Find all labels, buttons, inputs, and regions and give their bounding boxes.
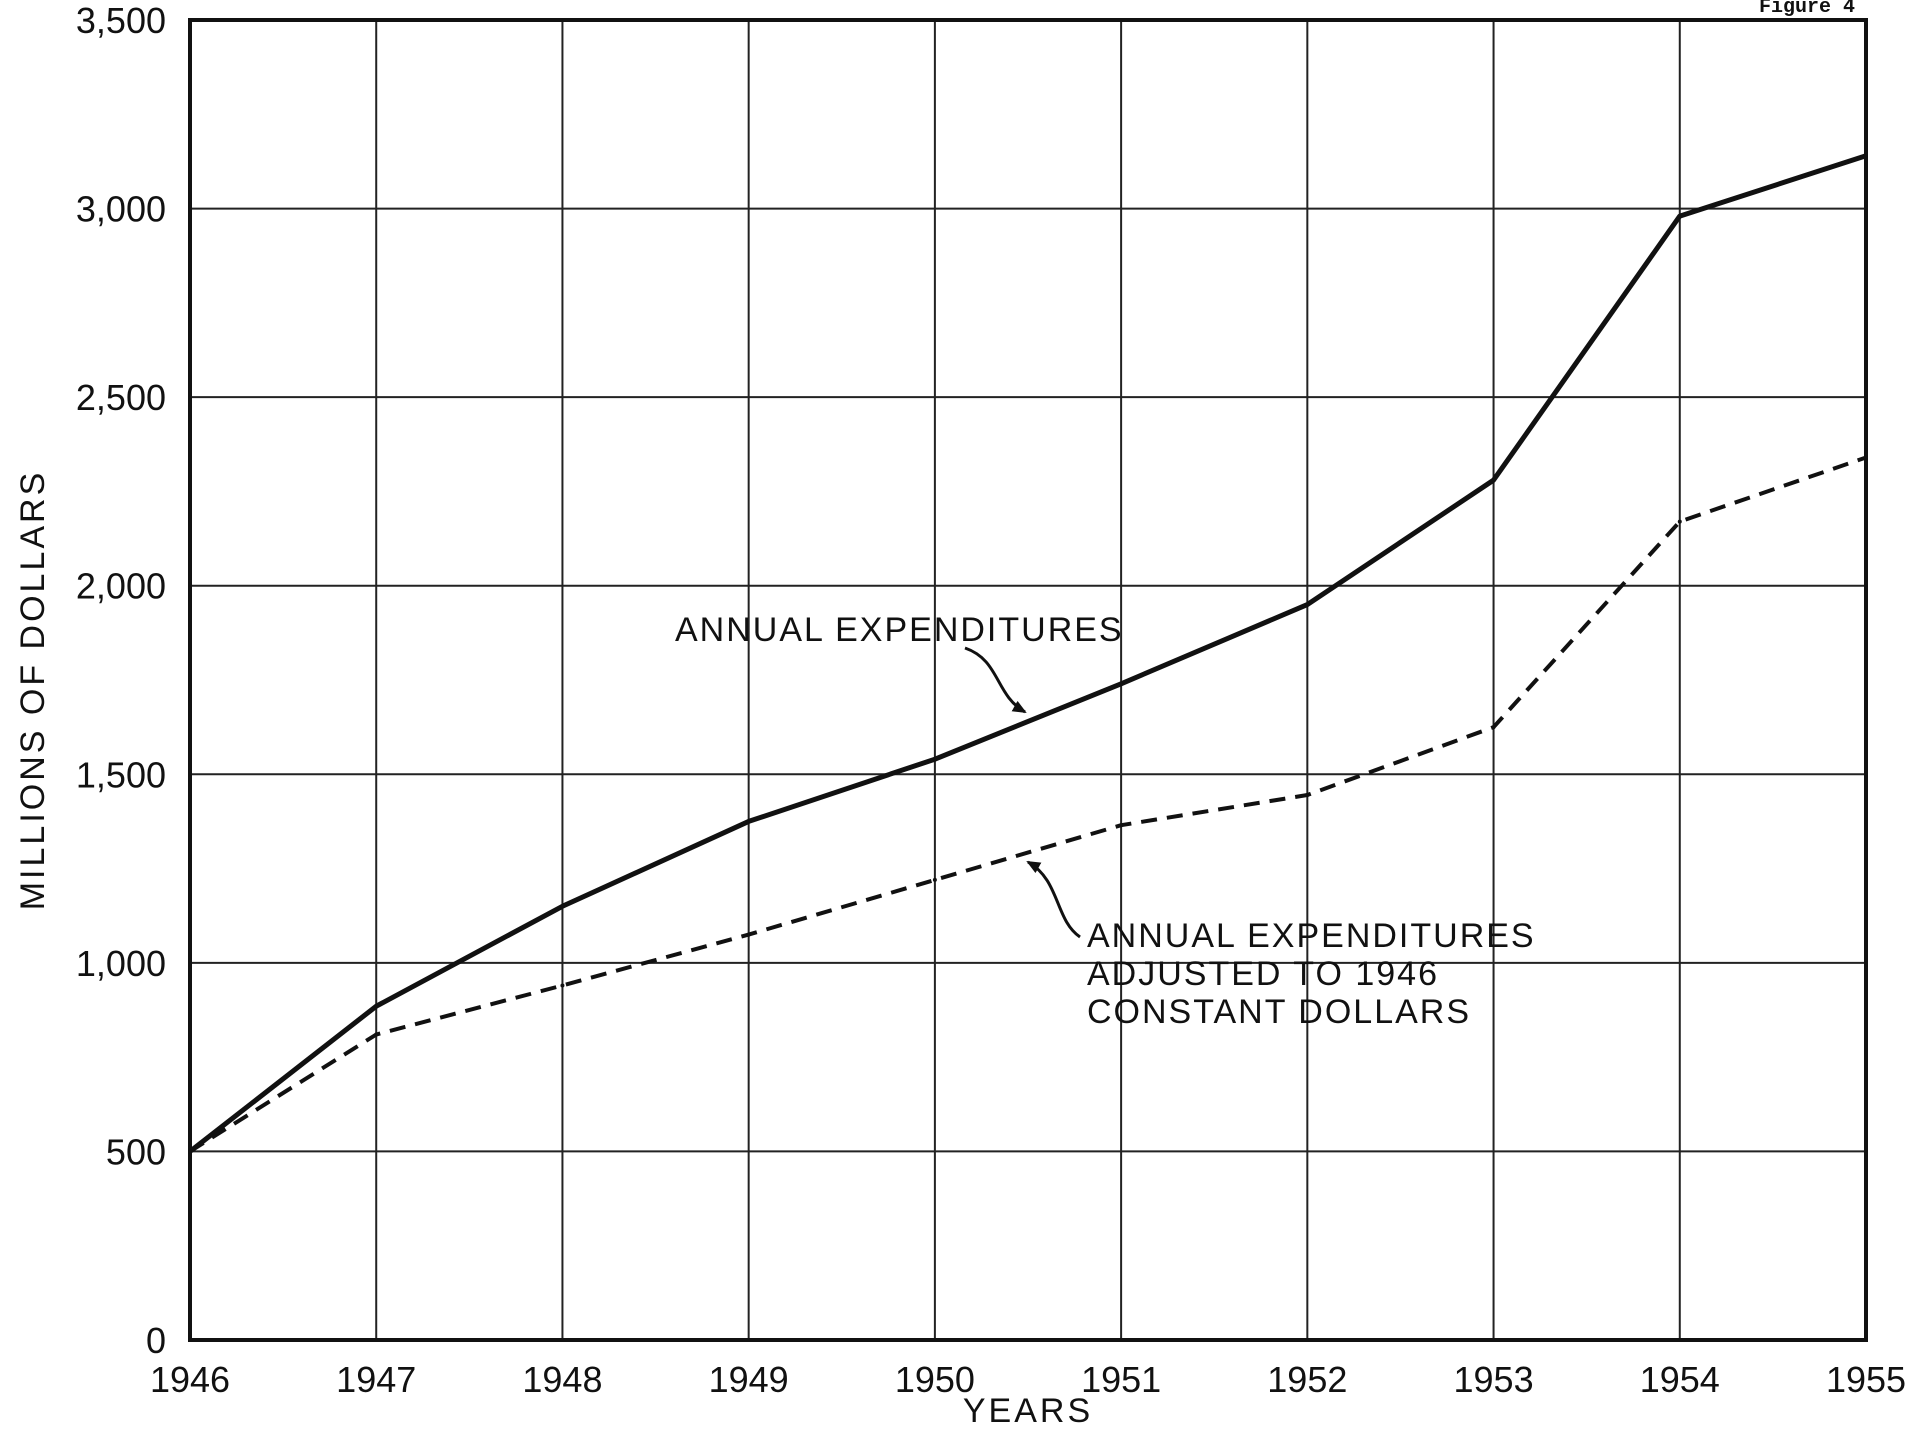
x-tick-label: 1955 (1826, 1359, 1906, 1400)
series-line-annual-expenditures (188, 153, 1867, 1154)
series-point (374, 1004, 379, 1009)
plot-frame (188, 18, 1868, 1342)
y-tick-label: 2,500 (76, 377, 166, 418)
y-tick-label: 2,000 (76, 566, 166, 607)
series-point (560, 983, 565, 988)
figure-label: Figure 4 (1759, 0, 1855, 19)
series-point (1305, 793, 1310, 798)
series-lines (188, 153, 1868, 1154)
annotation-text: CONSTANT DOLLARS (1087, 993, 1471, 1031)
annotation-text: ANNUAL EXPENDITURES (675, 611, 1124, 649)
x-tick-label: 1951 (1081, 1359, 1161, 1400)
series-point (1119, 823, 1124, 828)
x-tick-label: 1954 (1640, 1359, 1720, 1400)
grid (189, 19, 1867, 1341)
series-line-adjusted-expenditures (188, 455, 1867, 1154)
x-axis-ticks: 1946 1947 1948 1949 1950 1951 1952 1953 1954 1955 (150, 1359, 1906, 1400)
series-point (560, 904, 565, 909)
y-axis-title: MILLIONS OF DOLLARS (14, 470, 52, 911)
annotation-text: ADJUSTED TO 1946 (1087, 955, 1439, 993)
y-tick-label: 3,500 (76, 0, 166, 41)
series-point (374, 1032, 379, 1037)
x-tick-label: 1949 (709, 1359, 789, 1400)
x-tick-label: 1950 (895, 1359, 975, 1400)
series-point (932, 877, 937, 882)
series-point (1491, 725, 1496, 730)
series-point (1305, 602, 1310, 607)
x-tick-label: 1948 (522, 1359, 602, 1400)
series-point (1864, 153, 1868, 158)
y-tick-label: 0 (146, 1320, 166, 1361)
x-tick-label: 1952 (1267, 1359, 1347, 1400)
x-axis-title: YEARS (963, 1392, 1093, 1430)
y-axis-ticks: 0 500 1,000 1,500 2,000 2,500 3,000 3,500 (76, 0, 166, 1361)
x-tick-label: 1946 (150, 1359, 230, 1400)
annotation-arrow (1026, 860, 1081, 939)
series-point (932, 757, 937, 762)
series-point (1677, 519, 1682, 524)
annotation-text: ANNUAL EXPENDITURES (1087, 917, 1536, 955)
x-tick-label: 1953 (1454, 1359, 1534, 1400)
annotation-annual-expenditures: ANNUAL EXPENDITURES (675, 611, 1124, 714)
y-tick-label: 1,000 (76, 943, 166, 984)
annotation-arrow (964, 646, 1027, 714)
series-point (746, 932, 751, 937)
y-tick-label: 1,500 (76, 754, 166, 795)
series-point (1491, 478, 1496, 483)
series-point (1864, 455, 1868, 460)
series-point (188, 1149, 192, 1154)
y-tick-label: 500 (106, 1131, 166, 1172)
series-point (746, 819, 751, 824)
series-point (1677, 214, 1682, 219)
series-point (1119, 681, 1124, 686)
x-tick-label: 1947 (336, 1359, 416, 1400)
y-tick-label: 3,000 (76, 189, 166, 230)
